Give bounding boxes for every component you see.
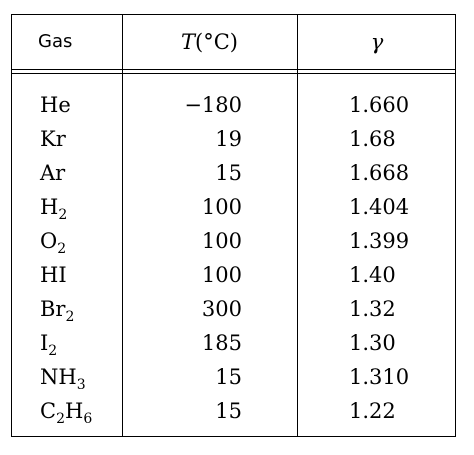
temperature-cell: 15	[215, 365, 242, 389]
gas-cell: O2	[40, 229, 67, 257]
gamma-cell: 1.668	[349, 161, 410, 185]
gamma-cell: 1.660	[349, 93, 410, 117]
gamma-cell: 1.399	[349, 229, 410, 253]
header-rule-top	[12, 69, 455, 70]
table-row: NH3 15 1.310	[12, 360, 455, 394]
header-gas: Gas	[38, 31, 73, 52]
gas-table: Gas T(°C) γ He −180 1.660 Kr 19 1.68 Ar …	[11, 14, 456, 437]
temperature-cell: 100	[201, 195, 242, 219]
gas-cell: Br2	[40, 297, 75, 325]
gamma-cell: 1.68	[349, 127, 396, 151]
gamma-cell: 1.310	[349, 365, 410, 389]
table-row: O2 100 1.399	[12, 224, 455, 258]
table-row: H2 100 1.404	[12, 190, 455, 224]
gas-cell: Ar	[40, 161, 66, 185]
temperature-cell: −180	[184, 93, 242, 117]
table-row: HI 100 1.40	[12, 258, 455, 292]
header-rule-bottom	[12, 73, 455, 74]
table-row: Kr 19 1.68	[12, 122, 455, 156]
gas-cell: HI	[40, 263, 67, 287]
gamma-cell: 1.40	[349, 263, 396, 287]
temperature-cell: 185	[201, 331, 242, 355]
gas-cell: C2H6	[40, 399, 93, 427]
temperature-cell: 100	[201, 229, 242, 253]
gamma-cell: 1.32	[349, 297, 396, 321]
column-divider-2	[297, 15, 298, 436]
temperature-cell: 15	[215, 161, 242, 185]
temperature-cell: 300	[201, 297, 242, 321]
table-row: Br2 300 1.32	[12, 292, 455, 326]
gas-cell: Kr	[40, 127, 66, 151]
temperature-cell: 19	[215, 127, 242, 151]
gamma-cell: 1.30	[349, 331, 396, 355]
column-divider-1	[122, 15, 123, 436]
header-temperature-unit: (°C)	[195, 30, 238, 54]
table-row: Ar 15 1.668	[12, 156, 455, 190]
table-row: He −180 1.660	[12, 88, 455, 122]
gas-cell: NH3	[40, 365, 86, 393]
temperature-cell: 100	[201, 263, 242, 287]
temperature-cell: 15	[215, 399, 242, 423]
gamma-cell: 1.404	[349, 195, 410, 219]
header-gamma: γ	[370, 30, 384, 54]
header-temperature: T(°C)	[122, 27, 297, 57]
gas-cell: He	[40, 93, 71, 117]
header-temperature-var: T	[181, 30, 196, 54]
table-row: C2H6 15 1.22	[12, 394, 455, 428]
gas-cell: I2	[40, 331, 58, 359]
gamma-cell: 1.22	[349, 399, 396, 423]
gas-cell: H2	[40, 195, 68, 223]
table-row: I2 185 1.30	[12, 326, 455, 360]
table-body: He −180 1.660 Kr 19 1.68 Ar 15 1.668 H2 …	[12, 88, 455, 428]
